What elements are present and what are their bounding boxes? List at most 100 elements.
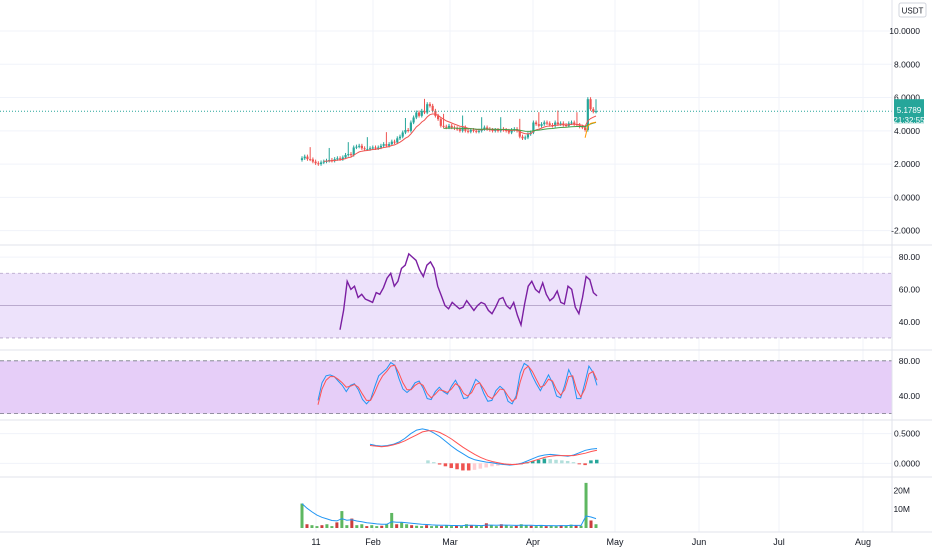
volume-bar [564, 525, 568, 528]
candle-body [526, 134, 530, 138]
candle-body [450, 125, 453, 128]
volume-bar [544, 526, 548, 528]
candle-body [586, 99, 589, 130]
macd-histogram-bar [589, 460, 593, 464]
stoch-rsi-pane[interactable] [0, 360, 892, 415]
candle-body [540, 124, 543, 126]
macd-pane[interactable] [369, 428, 599, 471]
volume-bar [464, 524, 468, 528]
time-label: Aug [855, 537, 871, 547]
price-scale-label: 80.00 [899, 252, 921, 262]
volume-bar [494, 526, 498, 528]
volume-bar [589, 520, 593, 528]
candle-body [483, 127, 486, 130]
volume-bar [375, 526, 379, 528]
candle-body [309, 159, 312, 161]
currency-label[interactable]: USDT [898, 2, 927, 18]
candle-body [303, 156, 306, 159]
volume-bar [365, 526, 369, 528]
stoch-d-line [317, 364, 598, 405]
candle-body [532, 122, 535, 133]
macd-histogram-bar [478, 463, 483, 469]
macd-histogram-bar [595, 459, 599, 464]
price-scale-label: -2.0000 [891, 226, 920, 236]
volume-bar [360, 524, 364, 528]
macd-histogram-bar [583, 463, 587, 466]
candle-body [379, 145, 383, 148]
volume-bar [459, 526, 463, 528]
candle-body [336, 158, 339, 160]
candle-body [554, 122, 557, 126]
volume-bar [345, 525, 349, 528]
volume-bar [310, 525, 314, 528]
volume-pane[interactable] [300, 482, 598, 528]
candle-body [377, 147, 380, 149]
volume-bar [370, 525, 374, 528]
candle-body [439, 119, 442, 126]
candle-body [491, 129, 494, 131]
time-label: May [606, 537, 624, 547]
macd-histogram-bar [472, 463, 477, 470]
candle-body [573, 122, 576, 125]
volume-bar [325, 524, 329, 528]
candle-body [333, 159, 336, 161]
candle-body [570, 122, 573, 124]
price-scale-label: 6.0000 [894, 93, 920, 103]
volume-bar [549, 525, 553, 528]
volume-bar [554, 526, 558, 528]
pane-dividers [0, 244, 932, 478]
time-label: Apr [526, 537, 540, 547]
candle-body [494, 129, 497, 131]
candle-body [445, 126, 448, 128]
candle-body [398, 136, 402, 139]
candle-body [562, 123, 565, 125]
candle-body [510, 129, 513, 133]
price-scale-label: 10.0000 [889, 26, 920, 36]
volume-bar [584, 482, 588, 528]
candle-body [368, 148, 372, 150]
volume-bar [405, 524, 409, 528]
candle-body [415, 112, 418, 118]
candle-body [314, 161, 317, 164]
volume-bar [474, 525, 478, 528]
candle-body [592, 109, 595, 112]
volume-bar [454, 525, 458, 528]
macd-histogram-bar [466, 463, 471, 471]
candle-body [420, 110, 423, 116]
macd-histogram-bar [496, 463, 500, 466]
candle-body [466, 130, 470, 132]
candle-body [423, 110, 426, 113]
candle-body [344, 154, 347, 158]
candle-body [388, 144, 391, 146]
macd-histogram-bar [536, 459, 541, 464]
volume-bar [569, 524, 573, 528]
time-scale[interactable]: 11 Feb Mar Apr May Jun Jul Aug [0, 531, 932, 547]
candle-body [475, 130, 478, 132]
candle-body [556, 122, 559, 125]
candle-body [366, 149, 369, 151]
volume-bar [559, 525, 563, 528]
candle-body [486, 127, 489, 130]
volume-bar [524, 525, 528, 528]
candle-body [417, 112, 421, 116]
rsi-pane[interactable] [0, 252, 892, 339]
macd-histogram-bar [437, 463, 442, 465]
candle-body [404, 129, 407, 133]
candle-body [469, 129, 472, 132]
volume-bar [435, 525, 439, 528]
candle-body [426, 104, 429, 113]
candle-body [319, 162, 323, 165]
price-scale[interactable]: 10.0000 8.0000 6.0000 4.0000 2.0000 0.0000 -2.… [889, 0, 920, 532]
volume-bar [449, 526, 453, 528]
signal-line [369, 430, 598, 465]
macd-histogram-bar [443, 463, 448, 467]
candle-body [352, 147, 355, 155]
price-pane[interactable] [0, 97, 892, 166]
candle-body [341, 157, 344, 160]
volume-bar [489, 525, 493, 528]
volume-bar [469, 525, 473, 528]
candle-body [464, 127, 467, 131]
volume-bar [534, 526, 538, 528]
candle-body [306, 156, 309, 160]
